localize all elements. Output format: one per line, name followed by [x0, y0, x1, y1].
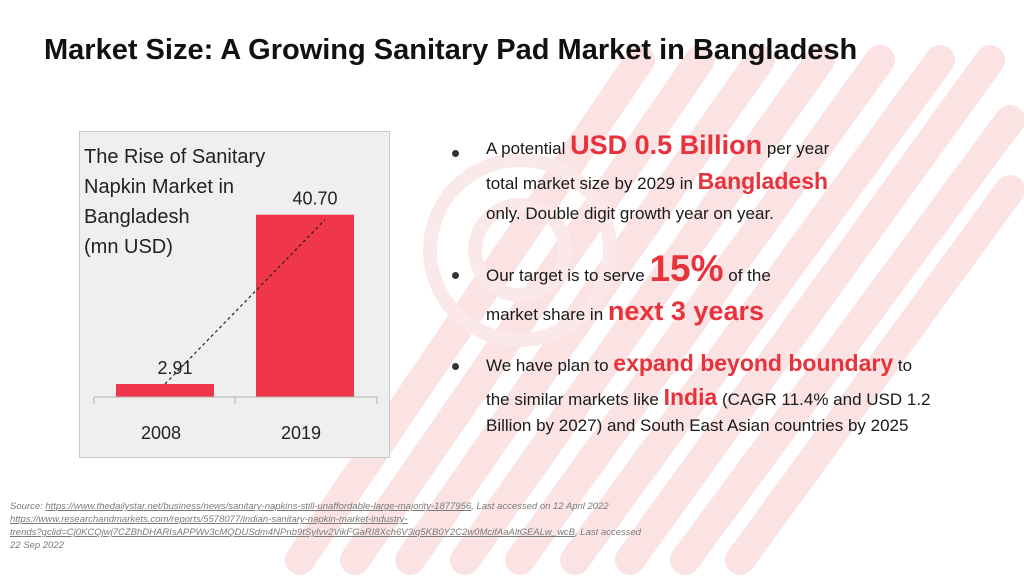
text: the similar markets like: [486, 390, 664, 409]
highlight-years: next 3 years: [607, 296, 764, 326]
tick-label-2019: 2019: [281, 423, 321, 443]
trend-line: [164, 219, 326, 385]
text: We have plan to: [486, 356, 614, 375]
chart-title-line: The Rise of Sanitary: [84, 146, 266, 168]
data-label-2019: 40.70: [292, 189, 337, 209]
bar-chart: The Rise of Sanitary Napkin Market in Ba…: [79, 131, 390, 458]
data-label-2008: 2.91: [157, 358, 192, 378]
bullet-dot: [452, 363, 459, 370]
source-label: Source:: [10, 501, 46, 512]
chart-title: The Rise of Sanitary Napkin Market in Ba…: [84, 142, 294, 262]
bullet-dot: [452, 150, 459, 157]
chart-title-line: Napkin Market in: [84, 176, 235, 198]
tick-label-2008: 2008: [141, 423, 181, 443]
bullet-line: Billion by 2027) and South East Asian co…: [486, 416, 909, 435]
source-access-date: , Last accessed on 12 April 2022: [471, 501, 609, 512]
bullet-line: Our target is to serve 15% of the: [486, 248, 771, 290]
bullet-line: market share in next 3 years: [486, 296, 764, 327]
source-note: Source: https://www.thedailystar.net/bus…: [10, 500, 810, 552]
chart-title-line: Bangladesh: [84, 206, 190, 228]
source-access-date: 22 Sep 2022: [10, 540, 64, 551]
text: A potential: [486, 139, 571, 158]
bullet-line: total market size by 2029 in Bangladesh: [486, 168, 828, 195]
highlight-india: India: [663, 384, 718, 410]
text: (CAGR 11.4% and USD 1.2: [717, 390, 931, 409]
source-link[interactable]: trends?gclid=Cj0KCQjwj7CZBhDHARIsAPPWv3c…: [10, 527, 576, 538]
bullet-line: only. Double digit growth year on year.: [486, 204, 774, 223]
highlight-bangladesh: Bangladesh: [697, 168, 829, 194]
chart-plot: 2.91 2008 40.70 2019: [93, 189, 378, 443]
bullet-line: We have plan to expand beyond boundary t…: [486, 350, 912, 377]
text: per year: [762, 139, 830, 158]
text: of the: [723, 266, 771, 285]
bar-2019: [256, 214, 354, 397]
highlight-percent: 15%: [649, 248, 724, 289]
highlight-expand: expand beyond boundary: [613, 350, 894, 376]
chart-title-line: (mn USD): [84, 236, 173, 258]
slide-title: Market Size: A Growing Sanitary Pad Mark…: [44, 34, 858, 66]
highlight-usd: USD 0.5 Billion: [570, 130, 763, 160]
bullet-line: the similar markets like India (CAGR 11.…: [486, 384, 931, 411]
text: total market size by 2029 in: [486, 174, 698, 193]
source-link[interactable]: https://www.thedailystar.net/business/ne…: [45, 501, 472, 512]
bullet-dot: [452, 272, 459, 279]
text: Our target is to serve: [486, 266, 650, 285]
bar-2008: [116, 383, 214, 397]
text: to: [893, 356, 913, 375]
source-access-date: , Last accessed: [575, 527, 642, 538]
text: market share in: [486, 305, 608, 324]
bullet-line: A potential USD 0.5 Billion per year: [486, 130, 829, 161]
source-link[interactable]: https://www.researchandmarkets.com/repor…: [10, 514, 408, 525]
